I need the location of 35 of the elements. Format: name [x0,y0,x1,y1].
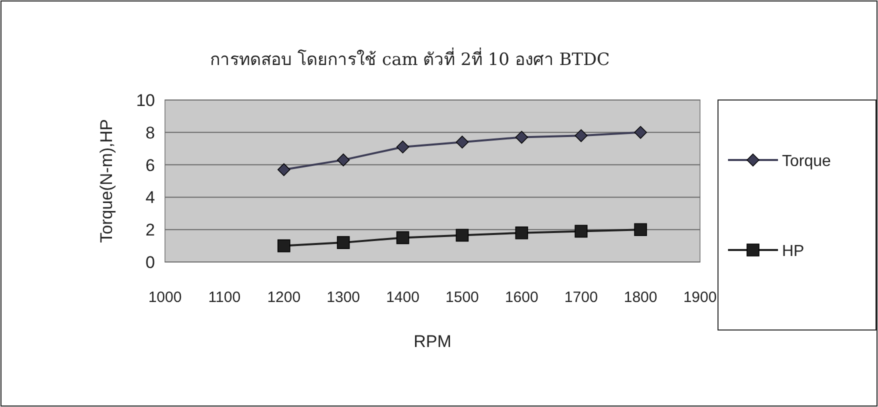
x-tick-label: 1400 [386,289,420,306]
x-tick-label: 1500 [446,289,479,306]
point [456,136,469,149]
x-tick-label: 1000 [148,289,182,306]
point [515,226,528,240]
y-tick-label: 6 [146,156,155,175]
point [277,163,290,176]
point [456,228,469,242]
x-tick-label: 1900 [683,289,717,306]
point [277,239,290,252]
x-tick-label: 1100 [208,289,241,306]
point [515,130,528,144]
y-tick-label: 8 [146,123,155,142]
x-tick-label: 1700 [564,289,598,306]
x-axis-title: RPM [414,332,452,351]
x-tick-label: 1800 [624,289,658,306]
x-tick-label: 1600 [504,289,538,306]
y-tick-label: 0 [146,253,155,272]
legend-label: Torque [782,153,832,170]
point [336,154,350,166]
x-tick-label: 1200 [267,289,301,306]
point [574,129,588,142]
point [396,231,410,244]
y-tick-label: 4 [146,188,155,208]
y-axis-title: Torque(N-m),HP [97,119,116,243]
y-tick-label: 10 [136,91,155,110]
point [396,140,410,154]
legend-label: HP [782,243,804,260]
point [634,126,647,139]
point [574,224,588,238]
x-tick-label: 1300 [326,289,360,306]
point [634,223,647,236]
chart-title: การทดสอบ โดยการใช้ cam ตัวที่ 2ที่ 10 องศา BTDC [210,47,610,70]
y-tick-label: 2 [146,220,155,240]
point [336,236,350,249]
